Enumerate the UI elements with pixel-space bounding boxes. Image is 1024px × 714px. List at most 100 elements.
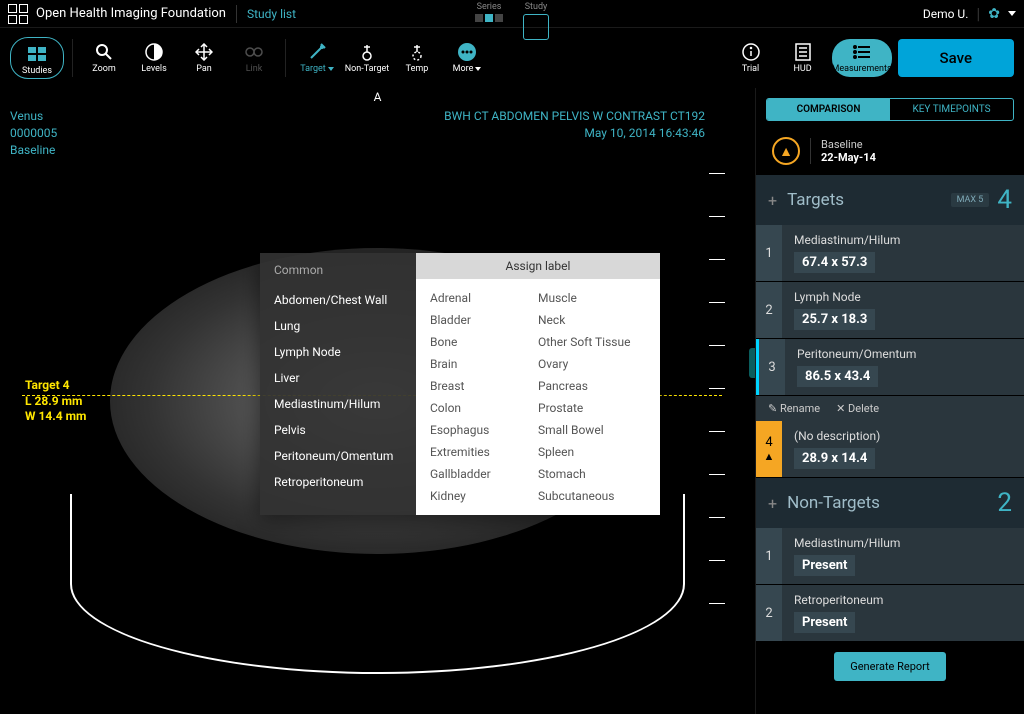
label-item[interactable]: Spleen [538,441,646,463]
label-item[interactable]: Pancreas [538,375,646,397]
delete-button[interactable]: ✕ Delete [836,402,879,415]
baseline-label: Baseline [821,138,876,151]
label-item[interactable]: Breast [430,375,538,397]
measurement-annotation[interactable]: Target 4 L 28.9 mm W 14.4 mm [25,378,86,425]
baseline-date: 22-May-14 [821,151,876,164]
label-item[interactable]: Bone [430,331,538,353]
label-item[interactable]: Kidney [430,485,538,507]
label-item[interactable]: Stomach [538,463,646,485]
target-row[interactable]: 2Lymph Node25.7 x 18.3 [756,282,1024,338]
targets-section-header[interactable]: + Targets MAX 5 4 [756,175,1024,225]
series-label: Series [477,2,502,12]
common-label-item[interactable]: Liver [274,365,402,391]
common-label-item[interactable]: Lymph Node [274,339,402,365]
patient-id: 0000005 [10,125,57,142]
target-measurement: 67.4 x 57.3 [794,252,875,273]
sidebar-grip[interactable] [749,348,755,378]
nontarget-number: 2 [756,585,782,641]
label-item[interactable]: Brain [430,353,538,375]
temp-icon [407,42,427,62]
target-row[interactable]: 3Peritoneum/Omentum86.5 x 43.4 [756,339,1024,395]
nontarget-button[interactable]: Non-Target [344,34,390,82]
save-button[interactable]: Save [898,39,1014,77]
series-boxes[interactable] [475,14,503,22]
common-label-item[interactable]: Lung [274,313,402,339]
study-box[interactable] [523,14,549,40]
tab-comparison[interactable]: COMPARISON [767,99,890,120]
series-study-switcher: Series Study [475,2,549,40]
target-button[interactable]: Target [294,34,340,82]
target-icon [307,42,327,62]
main-content: A Venus 0000005 Baseline BWH CT ABDOMEN … [0,88,1024,714]
zoom-button[interactable]: Zoom [81,34,127,82]
label-item[interactable]: Small Bowel [538,419,646,441]
label-item[interactable]: Other Soft Tissue [538,331,646,353]
hud-button[interactable]: HUD [780,34,826,82]
targets-count: 4 [997,185,1012,215]
label-item[interactable]: Esophagus [430,419,538,441]
generate-report-button[interactable]: Generate Report [834,652,946,681]
nontarget-status: Present [794,612,855,633]
logo-icon [8,4,28,24]
label-item[interactable]: Prostate [538,397,646,419]
common-header: Common [274,263,402,277]
common-label-item[interactable]: Mediastinum/Hilum [274,391,402,417]
label-item[interactable]: Subcutaneous [538,485,646,507]
plus-icon[interactable]: + [768,494,777,513]
tab-key-timepoints[interactable]: KEY TIMEPOINTS [890,99,1013,120]
levels-button[interactable]: Levels [131,34,177,82]
viewport-info-right: BWH CT ABDOMEN PELVIS W CONTRAST CT192 M… [444,108,705,142]
common-label-item[interactable]: Peritoneum/Omentum [274,443,402,469]
target-measurement: 86.5 x 43.4 [797,366,878,387]
timepoint-label: Baseline [10,142,57,159]
label-item[interactable]: Gallbladder [430,463,538,485]
target-name: Mediastinum/Hilum [794,233,1012,247]
nontarget-icon [357,42,377,62]
common-label-item[interactable]: Pelvis [274,417,402,443]
label-item[interactable]: Colon [430,397,538,419]
nontarget-name: Retroperitoneum [794,593,1012,607]
list-icon [852,42,872,62]
target-row[interactable]: 1Mediastinum/Hilum67.4 x 57.3 [756,225,1024,281]
gear-icon[interactable]: ✿ [988,6,1000,22]
measurements-button[interactable]: Measurements [832,39,892,77]
target-actions: ✎ Rename ✕ Delete [756,396,1024,421]
nontarget-row[interactable]: 1Mediastinum/HilumPresent [756,528,1024,584]
target-row[interactable]: 4▲(No description)28.9 x 14.4 [756,421,1024,477]
warning-icon: ▲ [772,137,800,165]
target-measurement: 28.9 x 14.4 [794,448,875,469]
label-item[interactable]: Extremities [430,441,538,463]
study-list-link[interactable]: Study list [247,7,296,21]
brand-name: Open Health Imaging Foundation [36,6,226,21]
pan-button[interactable]: Pan [181,34,227,82]
target-name: Lymph Node [794,290,1012,304]
plus-icon[interactable]: + [768,191,777,210]
trial-button[interactable]: Trial [728,34,774,82]
target-measurement: 25.7 x 18.3 [794,309,875,330]
measurements-sidebar: COMPARISON KEY TIMEPOINTS ▲ Baseline 22-… [756,88,1024,714]
studies-button[interactable]: Studies [10,37,64,79]
image-viewport[interactable]: A Venus 0000005 Baseline BWH CT ABDOMEN … [0,88,756,714]
chevron-down-icon[interactable] [1008,11,1016,16]
zoom-icon [94,42,114,62]
logo-group: Open Health Imaging Foundation [8,4,226,24]
more-button[interactable]: More [444,34,490,82]
label-item[interactable]: Adrenal [430,287,538,309]
nontarget-row[interactable]: 2 Retroperitoneum Present [756,585,1024,641]
label-item[interactable]: Neck [538,309,646,331]
common-label-item[interactable]: Retroperitoneum [274,469,402,495]
label-item[interactable]: Muscle [538,287,646,309]
label-item[interactable]: Bladder [430,309,538,331]
common-label-item[interactable]: Abdomen/Chest Wall [274,287,402,313]
user-name: Demo U. [923,7,969,21]
scale-ruler [705,173,725,603]
sidebar-tabs: COMPARISON KEY TIMEPOINTS [766,98,1014,121]
assign-labels-panel: Assign label AdrenalBladderBoneBrainBrea… [416,253,660,515]
label-item[interactable]: Ovary [538,353,646,375]
nontarget-status: Present [794,555,855,576]
temp-button[interactable]: Temp [394,34,440,82]
nontarget-number: 1 [756,528,782,584]
nontargets-section-header[interactable]: + Non-Targets 2 [756,478,1024,528]
link-button[interactable]: Link [231,34,277,82]
rename-button[interactable]: ✎ Rename [768,402,820,415]
